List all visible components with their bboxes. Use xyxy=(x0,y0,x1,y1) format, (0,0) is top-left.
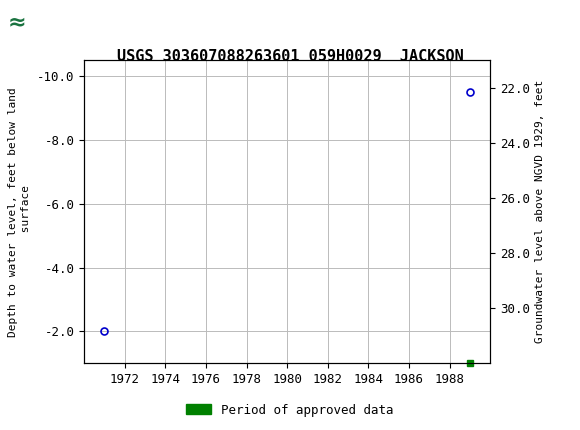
Y-axis label: Depth to water level, feet below land
 surface: Depth to water level, feet below land su… xyxy=(8,87,31,337)
Y-axis label: Groundwater level above NGVD 1929, feet: Groundwater level above NGVD 1929, feet xyxy=(535,80,545,344)
Bar xyxy=(5,6,57,40)
Text: ≈: ≈ xyxy=(8,12,26,33)
Text: USGS: USGS xyxy=(67,13,126,32)
Text: USGS 303607088263601 059H0029  JACKSON: USGS 303607088263601 059H0029 JACKSON xyxy=(117,49,463,64)
Legend: Period of approved data: Period of approved data xyxy=(181,399,399,421)
